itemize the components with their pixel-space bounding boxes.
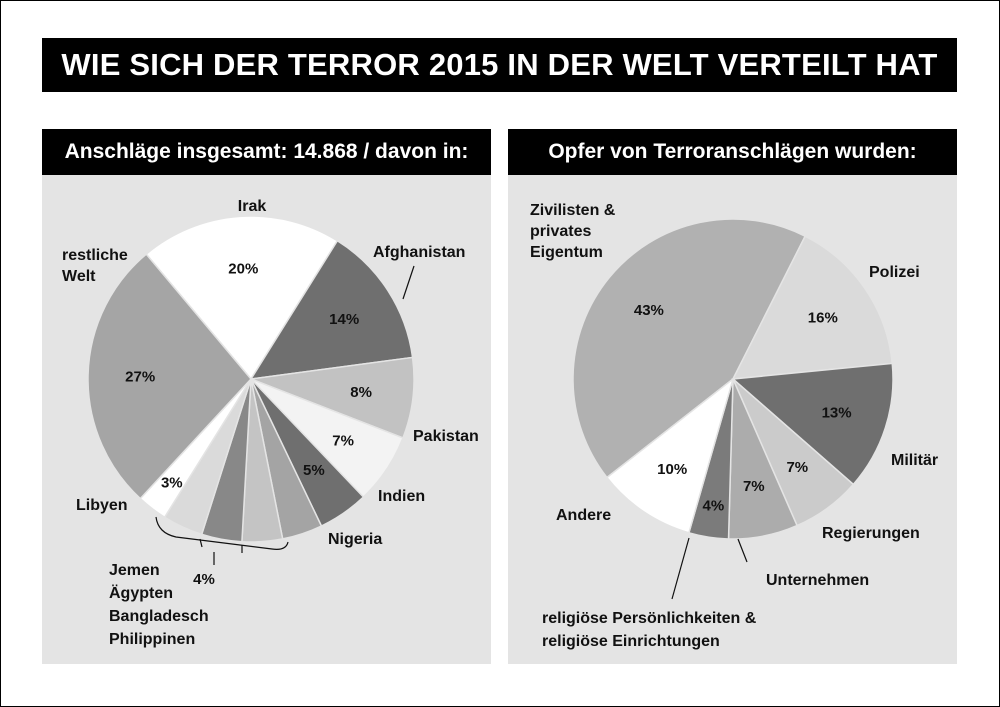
leader-religion [671,537,690,600]
label-religion-line2: religiöse Einrichtungen [542,633,720,650]
attacks-value-irak: 20% [228,260,258,277]
victims-value-zivilisten-privates-eigentum: 43% [634,302,664,319]
attacks-value-nigeria: 5% [303,462,325,479]
victims-value-unternehmen: 7% [743,478,765,495]
label-group-value: 4% [193,571,215,588]
victims-panel-header: Opfer von Terroranschlägen wurden: [508,129,957,175]
attacks-value-restliche-welt: 27% [125,368,155,385]
label-indien: Indien [378,488,425,505]
victims-slice-andere [605,376,735,534]
label-pakistan: Pakistan [413,428,479,445]
page-title: WIE SICH DER TERROR 2015 IN DER WELT VER… [42,38,957,92]
label-bangladesch: Bangladesch [109,608,209,625]
label-regierungen: Regierungen [822,525,920,542]
label-rest-line2: Welt [62,268,96,285]
attacks-value-indien: 7% [332,433,354,450]
attacks-value-pakistan: 8% [350,384,372,401]
label-libyen: Libyen [76,497,128,514]
label-jemen: Jemen [109,562,160,579]
label-aegypten: Ägypten [109,584,173,602]
label-philippinen: Philippinen [109,631,195,648]
victims-value-milit-r: 13% [822,404,852,421]
label-andere: Andere [556,507,611,524]
leader-afghanistan [402,265,415,300]
attacks-slice-afghanistan [249,239,414,380]
label-militaer: Militär [891,452,938,469]
victims-value-religi-se-pers-nlichkeiten-religi-se-einrichtungen: 4% [703,498,725,515]
attacks-value-libyen: 3% [161,475,183,492]
group-bracket [155,516,289,550]
label-religion-line1: religiöse Persönlichkeiten & [542,610,757,627]
attacks-slice-restliche-welt [87,253,252,500]
group-tick-1 [199,538,203,548]
attacks-pie-chart: 20% 14% 8% 7% 5% 3% 27% Irak Afghanistan Pakis… [62,198,479,648]
attacks-value-afghanistan: 14% [329,311,359,328]
label-nigeria: Nigeria [328,531,382,548]
label-zivil-line2: privates [530,223,591,240]
leader-unternehmen [737,538,748,563]
victims-pie-chart: 43% 16% 13% 7% 7% 4% 10% Zivilisten & privates… [530,202,938,650]
attacks-panel-header: Anschläge insgesamt: 14.868 / davon in: [42,129,491,175]
label-zivil-line3: Eigentum [530,244,603,261]
label-polizei: Polizei [869,264,920,281]
label-irak: Irak [238,198,267,215]
victims-panel: Opfer von Terroranschlägen wurden: 43% 16… [508,129,957,664]
attacks-panel: Anschläge insgesamt: 14.868 / davon in: … [42,129,491,664]
label-afghanistan: Afghanistan [373,244,465,261]
label-zivil-line1: Zivilisten & [530,202,616,219]
label-unternehmen: Unternehmen [766,572,869,589]
victims-value-andere: 10% [657,461,687,478]
victims-slice-milit-r [731,362,894,486]
attacks-slice-irak [145,215,339,381]
victims-value-polizei: 16% [808,310,838,327]
label-rest-line1: restliche [62,247,128,264]
victims-value-regierungen: 7% [786,459,808,476]
victims-slice-polizei [731,235,894,380]
victims-slice-zivilisten-privates-eigentum [572,218,807,479]
